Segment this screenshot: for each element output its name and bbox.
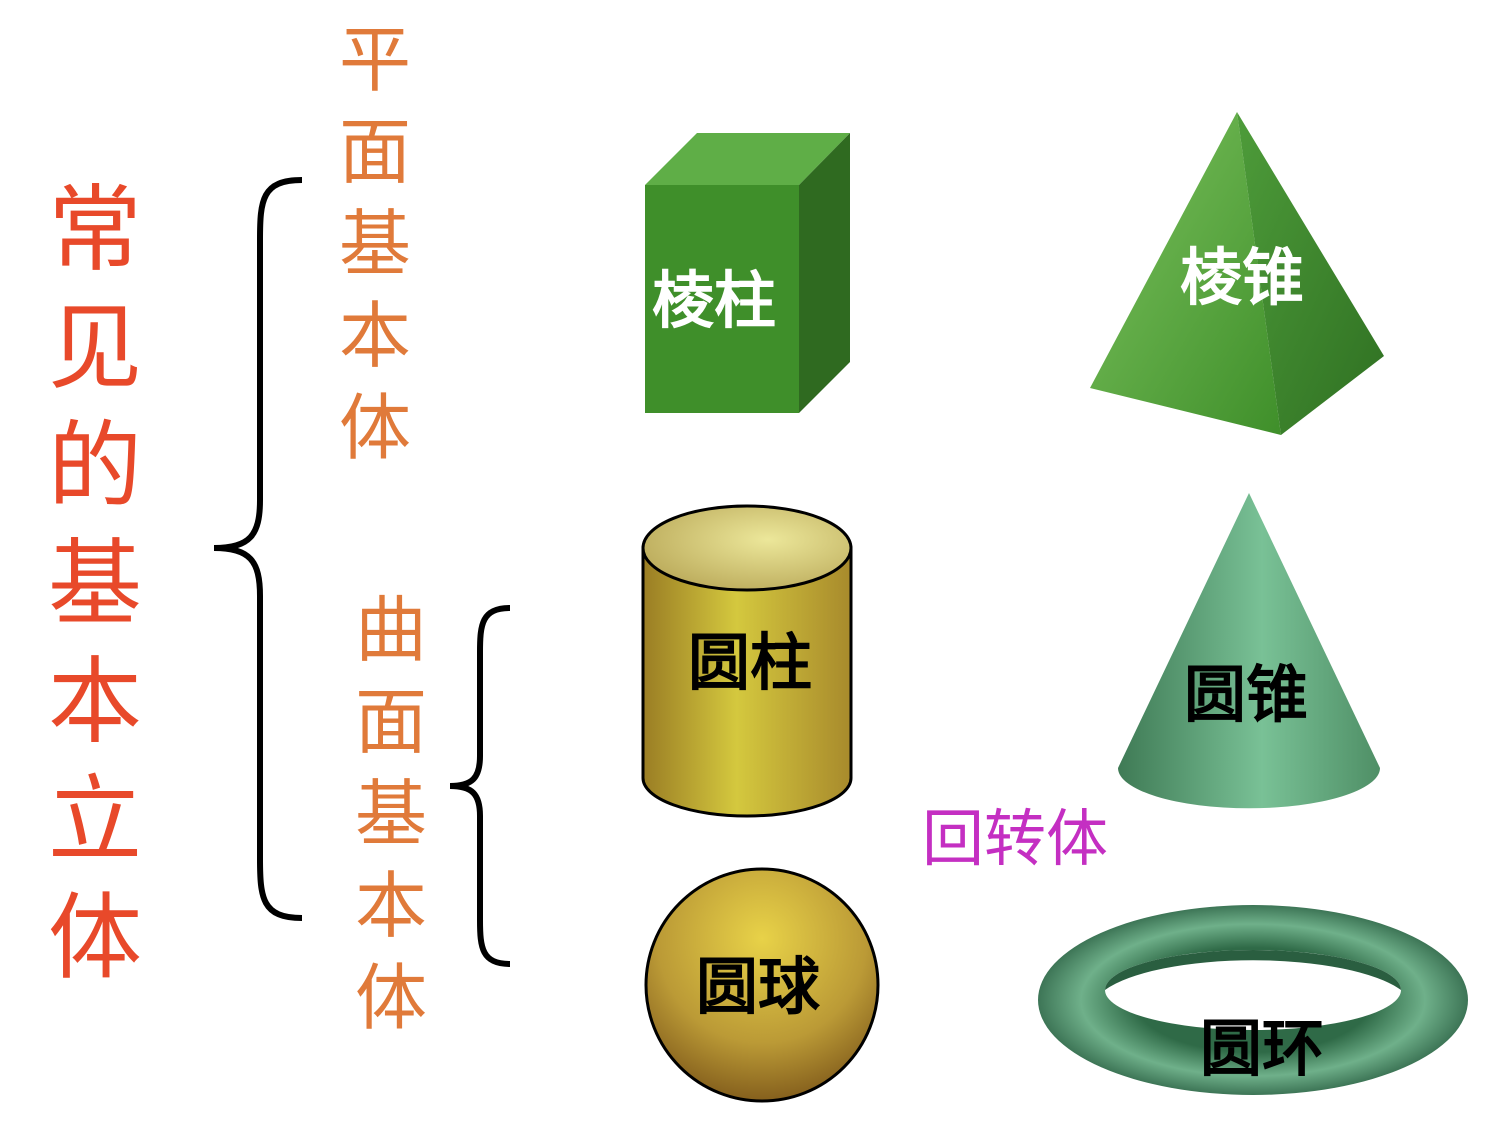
- main-title: 常见的基本立体: [40, 172, 150, 998]
- torus-label: 圆环: [1200, 1012, 1325, 1085]
- vertical-char: 常: [47, 176, 142, 285]
- cone-label: 圆锥: [1184, 658, 1309, 731]
- vertical-char: 体: [338, 386, 411, 470]
- vertical-char: 体: [47, 884, 142, 993]
- vertical-char: 面: [338, 110, 411, 194]
- vertical-char: 见: [47, 294, 142, 403]
- vertical-char: 本: [354, 864, 427, 948]
- prism-shape: [645, 133, 850, 413]
- vertical-char: 基: [47, 530, 142, 639]
- vertical-char: 本: [338, 294, 411, 378]
- pyramid-shape: [1090, 112, 1384, 435]
- sphere-label: 圆球: [696, 950, 821, 1023]
- vertical-char: 面: [354, 680, 427, 764]
- cylinder-label: 圆柱: [688, 626, 813, 699]
- pyramid-label: 棱锥: [1180, 241, 1305, 314]
- cylinder-shape: [641, 504, 853, 818]
- curved-solids-label: 曲面基本体: [346, 584, 436, 1044]
- curved-brace: [449, 605, 511, 967]
- vertical-char: 立: [47, 766, 142, 875]
- vertical-char: 本: [47, 648, 142, 757]
- vertical-char: 基: [338, 202, 411, 286]
- cone-shape: [1118, 493, 1380, 809]
- torus-shape: [1038, 905, 1468, 1095]
- vertical-char: 基: [354, 772, 427, 856]
- main-brace: [213, 177, 303, 921]
- vertical-char: 的: [47, 412, 142, 521]
- revolution-solids-label: 回转体: [922, 802, 1109, 875]
- planar-solids-label: 平面基本体: [330, 14, 420, 474]
- sphere-shape: [644, 867, 880, 1103]
- vertical-char: 曲: [354, 588, 427, 672]
- vertical-char: 体: [354, 956, 427, 1040]
- prism-label: 棱柱: [652, 264, 777, 337]
- vertical-char: 平: [338, 18, 411, 102]
